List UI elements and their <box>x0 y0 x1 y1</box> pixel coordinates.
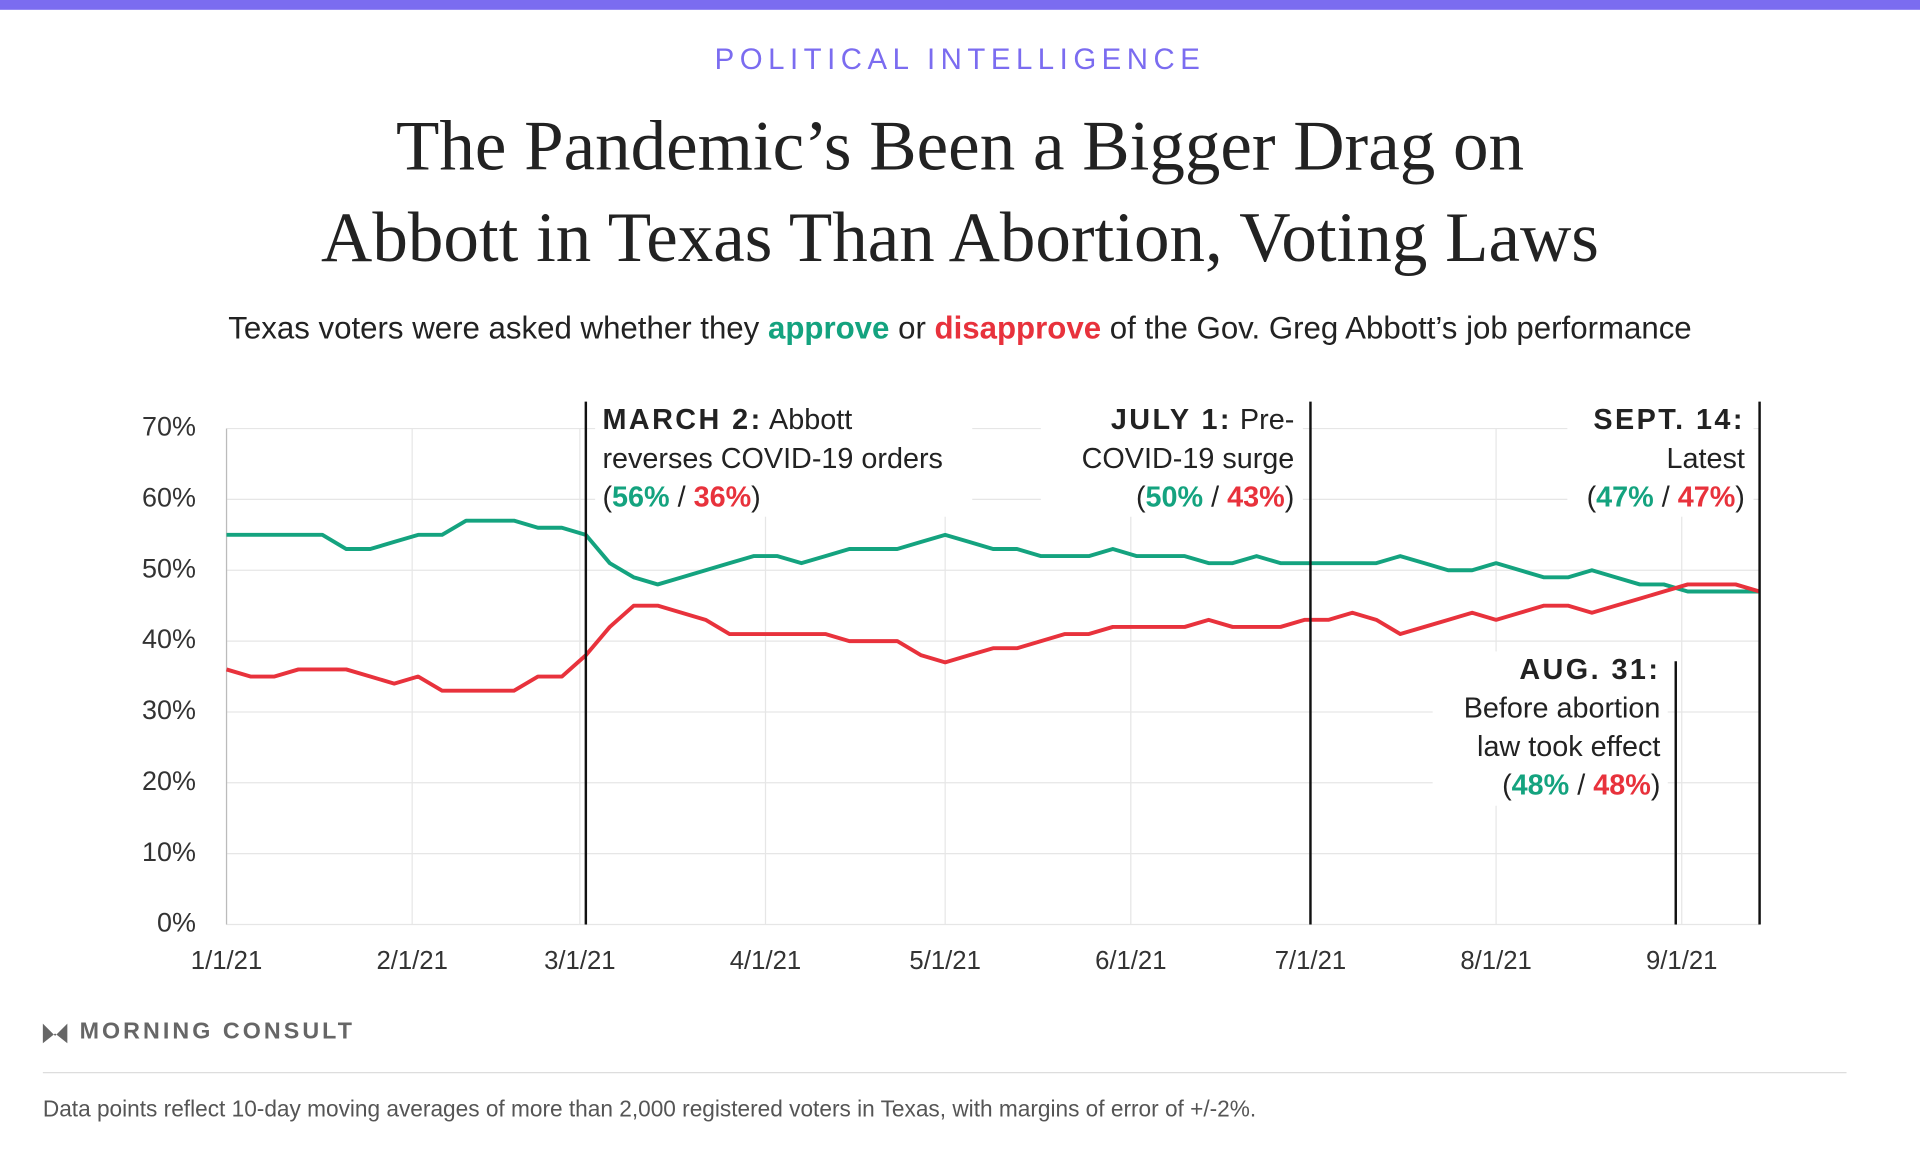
logo <box>42 1023 68 1044</box>
punct: / <box>1654 481 1678 513</box>
disapprove-figure: 48% <box>1593 769 1651 801</box>
brand: MORNING CONSULT <box>80 1017 355 1043</box>
subtitle-part: of the Gov. Greg Abbott’s job performanc… <box>1101 311 1692 346</box>
y-tick-label: 60% <box>142 483 196 513</box>
annotation-text: SEPT. 14: <box>1593 404 1745 436</box>
annotation-heading: AUG. 31: <box>1519 654 1660 686</box>
footnote: Data points reflect 10-day moving averag… <box>43 1096 1256 1122</box>
annotation-body: Abbott <box>763 404 853 436</box>
punct: ) <box>1651 769 1661 801</box>
subtitle-part: disapprove <box>935 311 1102 346</box>
annotation-figures: (47% / 47%) <box>1587 481 1745 513</box>
punct: ) <box>1735 481 1745 513</box>
annotation-text: MARCH 2: Abbott <box>602 404 852 436</box>
top-bar <box>0 0 1920 10</box>
approve-figure: 47% <box>1596 481 1654 513</box>
disapprove-figure: 47% <box>1678 481 1736 513</box>
annotation-text: JULY 1: Pre- <box>1111 404 1294 436</box>
punct: ( <box>1136 481 1146 513</box>
punct: ) <box>1285 481 1295 513</box>
subtitle: Texas voters were asked whether they app… <box>228 311 1691 346</box>
x-tick-label: 5/1/21 <box>909 947 980 975</box>
punct: / <box>670 481 694 513</box>
y-tick-label: 20% <box>142 766 196 796</box>
annotation-figures: (56% / 36%) <box>602 481 760 513</box>
y-tick-label: 10% <box>142 837 196 867</box>
chart-title: The Pandemic’s Been a Bigger Drag on <box>396 107 1524 185</box>
kicker: POLITICAL INTELLIGENCE <box>715 43 1206 76</box>
annotation-body: Before abortion <box>1464 692 1661 724</box>
annotation-figures: (50% / 43%) <box>1136 481 1294 513</box>
annotation-figures: (48% / 48%) <box>1502 769 1660 801</box>
chart-title: Abbott in Texas Than Abortion, Voting La… <box>321 199 1599 277</box>
series-line <box>226 518 1760 594</box>
annotation-text: COVID-19 surge <box>1082 442 1295 474</box>
y-tick-label: 40% <box>142 624 196 654</box>
approve-figure: 50% <box>1146 481 1204 513</box>
annotation-text: AUG. 31: <box>1519 654 1660 686</box>
y-tick-label: 50% <box>142 553 196 583</box>
plot: 0% 10% 20% 30% 40% 50% 60% 70% 1/1/21 2/1/21 3/1/2… <box>142 401 1761 975</box>
approve-figure: 48% <box>1512 769 1570 801</box>
x-tick-label: 7/1/21 <box>1275 947 1346 975</box>
punct: ( <box>1502 769 1512 801</box>
annotation-text: law took effect <box>1477 731 1660 763</box>
x-tick-label: 4/1/21 <box>730 947 801 975</box>
x-tick-label: 9/1/21 <box>1646 947 1717 975</box>
annotation-body: COVID-19 surge <box>1082 442 1295 474</box>
y-tick-label: 30% <box>142 695 196 725</box>
annotation-body: Pre- <box>1232 404 1294 436</box>
series-line <box>225 582 1761 693</box>
disapprove-figure: 36% <box>694 481 752 513</box>
annotation-body: law took effect <box>1477 731 1660 763</box>
annotation-heading: SEPT. 14: <box>1593 404 1745 436</box>
x-tick-label: 2/1/21 <box>376 947 447 975</box>
annotation-text: Latest <box>1667 442 1745 474</box>
y-tick-label: 70% <box>142 412 196 442</box>
approve-figure: 56% <box>612 481 670 513</box>
annotation-bg <box>595 404 973 517</box>
punct: ( <box>602 481 612 513</box>
annotation-text: Before abortion <box>1464 692 1661 724</box>
annotation-bg <box>1432 651 1668 806</box>
annotation-body: Latest <box>1667 442 1745 474</box>
subtitle-part: approve <box>768 311 889 346</box>
annotation-body: reverses COVID-19 orders <box>602 442 943 474</box>
annotation-bg <box>1567 404 1754 517</box>
annotation-heading: MARCH 2: <box>602 404 762 436</box>
x-tick-label: 1/1/21 <box>191 947 262 975</box>
disapprove-figure: 43% <box>1227 481 1285 513</box>
annotation-bg <box>1040 404 1303 517</box>
x-tick-label: 8/1/21 <box>1460 947 1531 975</box>
y-tick-label: 0% <box>157 908 196 938</box>
punct: / <box>1203 481 1227 513</box>
annotation-heading: JULY 1: <box>1111 404 1232 436</box>
subtitle-part: or <box>889 311 934 346</box>
subtitle-part: Texas voters were asked whether they <box>228 311 768 346</box>
punct: / <box>1569 769 1593 801</box>
x-tick-label: 6/1/21 <box>1095 947 1166 975</box>
x-tick-label: 3/1/21 <box>544 947 615 975</box>
punct: ) <box>751 481 761 513</box>
annotation-text: reverses COVID-19 orders <box>602 442 943 474</box>
punct: ( <box>1587 481 1597 513</box>
